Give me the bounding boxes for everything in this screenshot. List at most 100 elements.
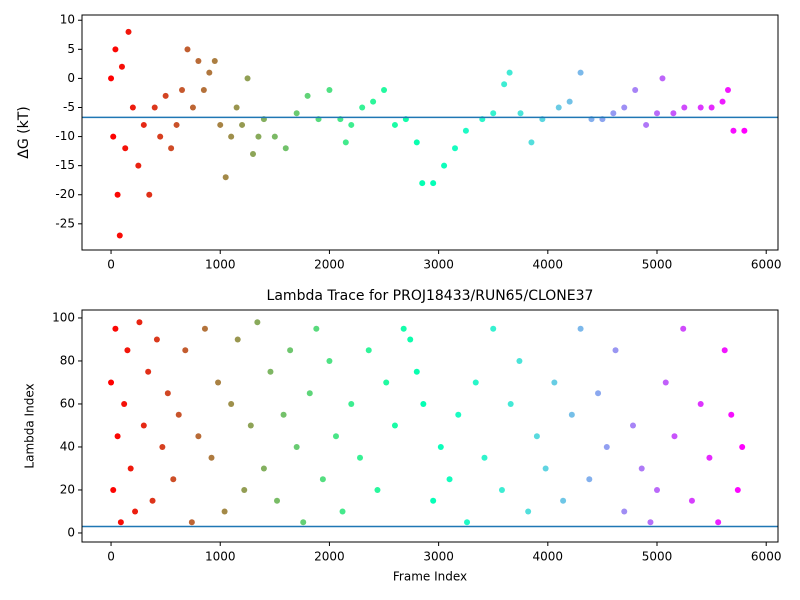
point <box>603 443 610 450</box>
x-tick-label: 6000 <box>751 550 782 564</box>
point <box>326 357 333 364</box>
point <box>151 104 158 111</box>
y-tick-label: 40 <box>60 439 75 453</box>
point <box>124 347 131 354</box>
point <box>407 336 414 343</box>
point <box>110 133 117 140</box>
y-tick-label: 0 <box>67 71 75 85</box>
point <box>506 69 513 76</box>
point <box>730 127 737 134</box>
point <box>430 180 437 187</box>
point <box>560 497 567 504</box>
point <box>140 422 147 429</box>
point <box>610 110 617 117</box>
point <box>697 104 704 111</box>
point <box>228 400 235 407</box>
point <box>319 476 326 483</box>
point <box>654 110 661 117</box>
point <box>201 325 208 332</box>
point <box>501 81 508 88</box>
x-axis-label: Frame Index <box>393 570 467 584</box>
point <box>659 75 666 82</box>
point <box>654 486 661 493</box>
point <box>671 433 678 440</box>
point <box>490 110 497 117</box>
point <box>129 104 136 111</box>
x-tick-label: 3000 <box>423 258 454 272</box>
point <box>184 46 191 53</box>
y-tick-label: 80 <box>60 353 75 367</box>
point <box>293 110 300 117</box>
point <box>670 110 677 117</box>
point <box>455 411 462 418</box>
point <box>647 519 654 526</box>
x-tick-label: 0 <box>107 550 115 564</box>
point <box>206 69 213 76</box>
point <box>208 454 215 461</box>
point <box>566 98 573 105</box>
point <box>568 411 575 418</box>
point <box>681 104 688 111</box>
point <box>287 347 294 354</box>
x-tick-label: 2000 <box>314 258 345 272</box>
point <box>739 443 746 450</box>
point <box>164 390 171 397</box>
point <box>452 145 459 152</box>
point <box>342 139 349 146</box>
point <box>551 379 558 386</box>
point <box>127 465 134 472</box>
point <box>313 325 320 332</box>
point <box>280 411 287 418</box>
point <box>643 121 650 128</box>
y-tick-label: 20 <box>60 482 75 496</box>
point <box>116 232 123 239</box>
point <box>179 87 186 94</box>
point <box>555 104 562 111</box>
y-axis-label: Lambda Index <box>23 383 37 468</box>
point <box>441 162 448 169</box>
point <box>446 476 453 483</box>
point <box>195 433 202 440</box>
point <box>215 379 222 386</box>
point <box>260 465 267 472</box>
point <box>254 319 261 326</box>
point <box>121 400 128 407</box>
point <box>170 476 177 483</box>
point <box>339 508 346 515</box>
x-tick-label: 4000 <box>533 258 564 272</box>
y-tick-label: 5 <box>67 42 75 56</box>
point <box>217 121 224 128</box>
point <box>300 519 307 526</box>
point <box>200 87 207 94</box>
point <box>182 347 189 354</box>
point <box>222 174 229 181</box>
points <box>108 319 746 526</box>
axes-frame <box>81 14 779 251</box>
point <box>724 87 731 94</box>
point <box>188 519 195 526</box>
point <box>114 191 121 198</box>
point <box>413 368 420 375</box>
point <box>249 151 256 158</box>
point <box>293 443 300 450</box>
point <box>516 357 523 364</box>
point <box>472 379 479 386</box>
point <box>168 145 175 152</box>
point <box>498 486 505 493</box>
point <box>490 325 497 332</box>
point <box>195 57 202 64</box>
y-tick-label: 0 <box>67 525 75 539</box>
point <box>118 63 125 70</box>
axes-frame <box>81 309 779 543</box>
point <box>688 497 695 504</box>
point <box>239 121 246 128</box>
point <box>326 87 333 94</box>
point <box>332 433 339 440</box>
point <box>357 454 364 461</box>
point <box>374 486 381 493</box>
point <box>348 121 355 128</box>
point <box>697 400 704 407</box>
y-tick-label: -15 <box>55 158 75 172</box>
point <box>149 497 156 504</box>
